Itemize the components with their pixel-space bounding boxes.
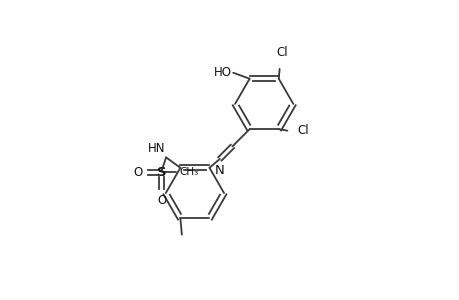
Text: HN: HN — [147, 142, 165, 155]
Text: Cl: Cl — [275, 46, 287, 59]
Text: O: O — [134, 166, 143, 179]
Text: HO: HO — [213, 66, 231, 79]
Text: S: S — [157, 166, 166, 179]
Text: CH₃: CH₃ — [179, 167, 199, 177]
Text: O: O — [157, 194, 166, 207]
Text: N: N — [214, 164, 224, 177]
Text: Cl: Cl — [297, 124, 308, 137]
